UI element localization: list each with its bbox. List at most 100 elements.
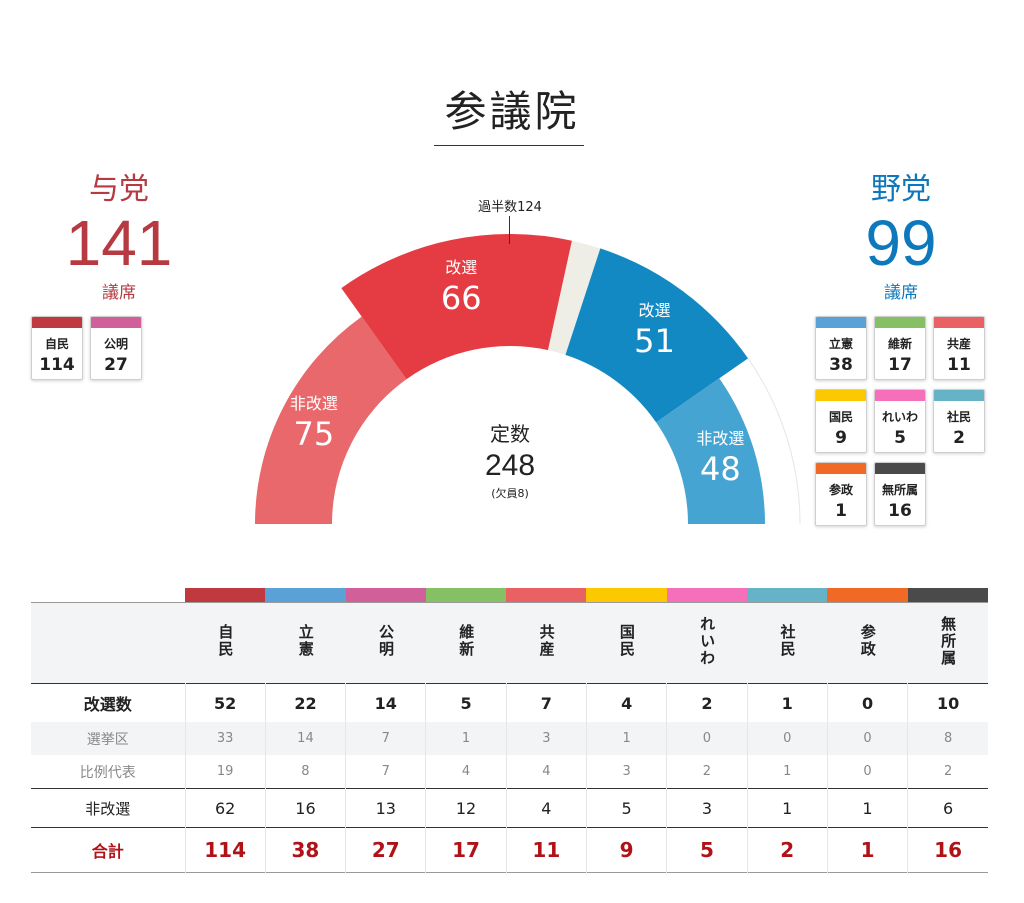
- seat-value-cell: 0: [826, 755, 908, 789]
- party-header: 自民: [185, 602, 266, 684]
- seat-value-cell: 1: [746, 683, 828, 722]
- party-card-name: 参政: [828, 483, 853, 497]
- opposition-bloc-summary: 野党 99 議席: [806, 160, 996, 303]
- party-card: 共産 11: [933, 316, 985, 380]
- page-title: 参議院: [444, 87, 580, 136]
- ruling-bloc-summary: 与党 141 議席: [24, 160, 214, 303]
- party-header: 社民: [747, 602, 828, 684]
- party-card-name: 公明: [103, 337, 128, 351]
- seat-value-cell: 1: [746, 788, 828, 828]
- seat-value-cell: 2: [666, 755, 748, 789]
- party-header-row: 自民 立憲 公明 維新 共産 国民 れいわ 社民 参政 無所属: [31, 602, 988, 684]
- row-label: 合計: [91, 842, 124, 861]
- party-color-strip: [91, 317, 141, 328]
- seat-value-cell: 4: [425, 755, 507, 789]
- seat-value-cell: 17: [425, 827, 507, 873]
- party-card-seats: 2: [953, 428, 965, 448]
- party-header-name: れいわ: [698, 615, 717, 667]
- party-header-name: 国民: [617, 624, 636, 658]
- seat-value-cell: 3: [585, 755, 667, 789]
- party-card-seats: 114: [39, 355, 75, 375]
- seat-value-cell: 0: [826, 683, 908, 722]
- party-color-strip: [875, 317, 925, 328]
- outer-reference-arc: [747, 358, 801, 525]
- party-card-name: 国民: [828, 410, 853, 424]
- seat-value-cell: 1: [425, 722, 507, 755]
- party-header: 公明: [345, 602, 426, 684]
- seat-chart: 非改選 75 改選 66 改選 51 非改選 48: [255, 234, 801, 525]
- seat-value-cell: 16: [907, 827, 988, 873]
- segment-label: 改選: [638, 301, 670, 320]
- party-card-seats: 5: [894, 428, 906, 448]
- party-card-name: 無所属: [881, 483, 918, 497]
- segment-value: 66: [441, 279, 482, 317]
- party-header-name: 立憲: [296, 624, 315, 658]
- seat-value-cell: 6: [907, 788, 988, 828]
- party-color-cell: [506, 588, 587, 603]
- opposition-bloc-label: 野党: [871, 172, 931, 207]
- majority-marker-line: [509, 216, 510, 244]
- seat-value-cell: 5: [666, 827, 748, 873]
- empty-header-cell: [31, 602, 185, 684]
- seat-value-cell: 2: [907, 755, 988, 789]
- party-card-name: 共産: [946, 337, 971, 351]
- opposition-bloc-unit: 議席: [884, 283, 918, 303]
- party-card: 無所属 16: [874, 462, 926, 526]
- ruling-bloc-unit: 議席: [102, 283, 136, 303]
- seat-value-cell: 8: [907, 722, 988, 755]
- segment-label: 非改選: [290, 394, 338, 413]
- seat-value-cell: 7: [345, 755, 426, 789]
- segment-label: 改選: [445, 258, 477, 277]
- seat-value-cell: 22: [264, 683, 346, 722]
- party-card-name: 自民: [44, 337, 69, 351]
- majority-label: 過半数124: [478, 200, 542, 215]
- seat-value-cell: 11: [505, 827, 587, 873]
- party-header-name: 無所属: [939, 615, 958, 667]
- seat-value-cell: 4: [505, 755, 587, 789]
- seat-value-cell: 52: [184, 683, 266, 722]
- party-color-cell: [907, 588, 988, 603]
- seat-value-cell: 0: [666, 722, 748, 755]
- seat-value-cell: 3: [666, 788, 748, 828]
- opposition-bloc-seat-count: 99: [865, 207, 937, 279]
- party-color-cell: [747, 588, 828, 603]
- seat-value-cell: 13: [345, 788, 426, 828]
- party-color-cell: [666, 588, 748, 603]
- party-color-row: [31, 588, 988, 603]
- party-card-name: 維新: [887, 337, 912, 351]
- party-card-seats: 17: [888, 355, 912, 375]
- seat-value-cell: 7: [505, 683, 587, 722]
- seat-value-cell: 7: [345, 722, 426, 755]
- party-card-name: 立憲: [828, 337, 853, 351]
- vacancy-note: (欠員8): [491, 487, 529, 500]
- party-card-name: 社民: [946, 410, 971, 424]
- seat-value-cell: 1: [826, 788, 908, 828]
- seat-value-cell: 3: [505, 722, 587, 755]
- party-card-seats: 16: [888, 501, 912, 521]
- ruling-bloc-seat-count: 141: [65, 207, 173, 279]
- seat-value-cell: 1: [746, 755, 828, 789]
- seat-segment-1: [341, 234, 572, 380]
- party-color-cell: [345, 588, 426, 603]
- seat-value-cell: 0: [826, 722, 908, 755]
- party-header: 無所属: [907, 602, 988, 684]
- party-card-name: れいわ: [881, 410, 918, 424]
- party-color-cell: [586, 588, 667, 603]
- seat-value-cell: 19: [184, 755, 266, 789]
- party-header: 立憲: [265, 602, 346, 684]
- party-card: 公明 27: [90, 316, 142, 380]
- seat-value-cell: 5: [585, 788, 667, 828]
- total-seats-value: 248: [484, 449, 536, 482]
- segment-value: 75: [294, 415, 335, 453]
- seat-value-cell: 5: [425, 683, 507, 722]
- party-color-strip: [32, 317, 82, 328]
- party-card: れいわ 5: [874, 389, 926, 453]
- party-card-seats: 1: [835, 501, 847, 521]
- party-card: 自民 114: [31, 316, 83, 380]
- seat-value-cell: 114: [184, 827, 266, 873]
- party-color-strip: [816, 463, 866, 474]
- seat-value-cell: 0: [746, 722, 828, 755]
- party-card-seats: 11: [947, 355, 971, 375]
- party-card: 社民 2: [933, 389, 985, 453]
- seat-value-cell: 9: [585, 827, 667, 873]
